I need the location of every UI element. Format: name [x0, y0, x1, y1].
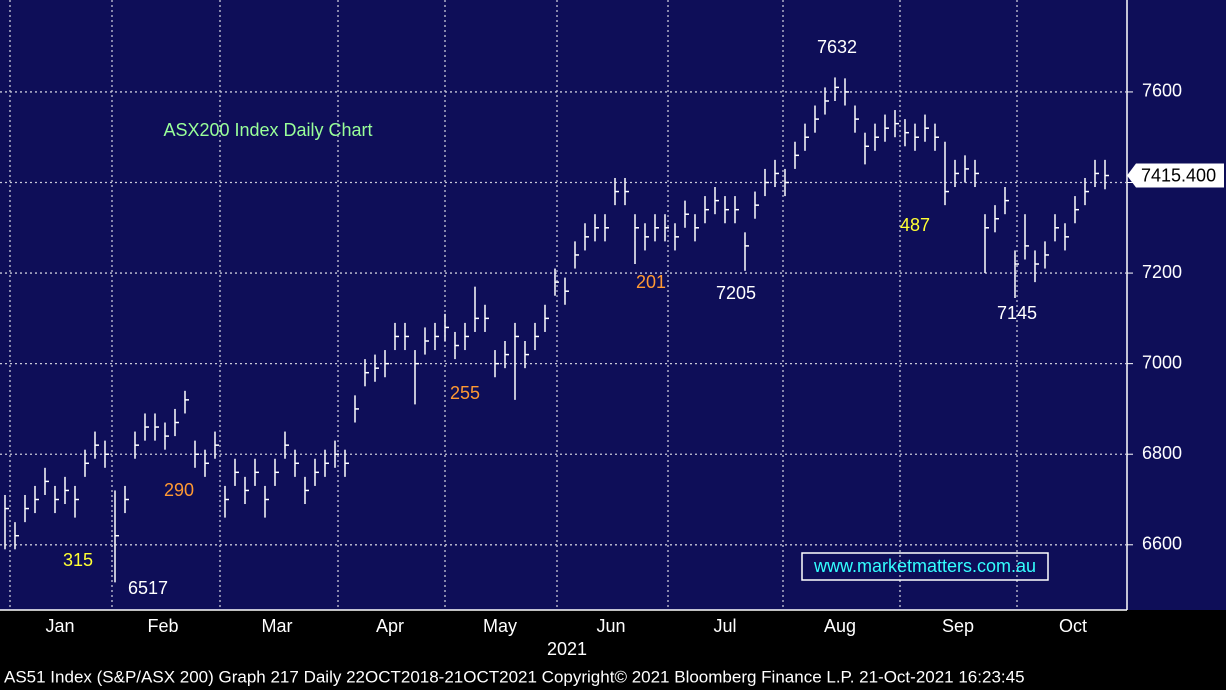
- x-tick-label: May: [483, 616, 517, 636]
- source-box: [801, 552, 1049, 581]
- y-tick-label: 7200: [1142, 262, 1182, 282]
- annotation: 7632: [817, 37, 857, 57]
- y-tick-label: 7600: [1142, 81, 1182, 101]
- last-value-flag: [1127, 163, 1224, 188]
- chart-title: ASX200 Index Daily Chart: [163, 120, 372, 140]
- annotation: 255: [450, 383, 480, 403]
- x-tick-label: Apr: [376, 616, 404, 636]
- last-value-label: 7415.400: [1141, 165, 1216, 185]
- annotation: 6517: [128, 578, 168, 598]
- plot-background: [0, 0, 1226, 610]
- footer: AS51 Index (S&P/ASX 200) Graph 217 Daily…: [4, 667, 1025, 686]
- x-tick-label: Jun: [596, 616, 625, 636]
- source: www.marketmatters.com.au: [813, 556, 1036, 576]
- annotation: 7205: [716, 283, 756, 303]
- y-tick-label: 6800: [1142, 443, 1182, 463]
- axis-background: [0, 610, 1226, 690]
- y-tick-label: 7000: [1142, 352, 1182, 372]
- x-tick-label: Mar: [262, 616, 293, 636]
- annotation: 201: [636, 272, 666, 292]
- annotation: 7145: [997, 303, 1037, 323]
- annotation: 290: [164, 480, 194, 500]
- x-tick-label: Oct: [1059, 616, 1087, 636]
- x-tick-label: Jan: [45, 616, 74, 636]
- annotation: 487: [900, 215, 930, 235]
- x-tick-label: Sep: [942, 616, 974, 636]
- month-grid: [9, 0, 1018, 610]
- year-label: 2021: [547, 639, 587, 659]
- x-tick-label: Aug: [824, 616, 856, 636]
- annotation: 315: [63, 550, 93, 570]
- x-tick-label: Feb: [147, 616, 178, 636]
- x-tick-label: Jul: [713, 616, 736, 636]
- y-tick-label: 6600: [1142, 534, 1182, 554]
